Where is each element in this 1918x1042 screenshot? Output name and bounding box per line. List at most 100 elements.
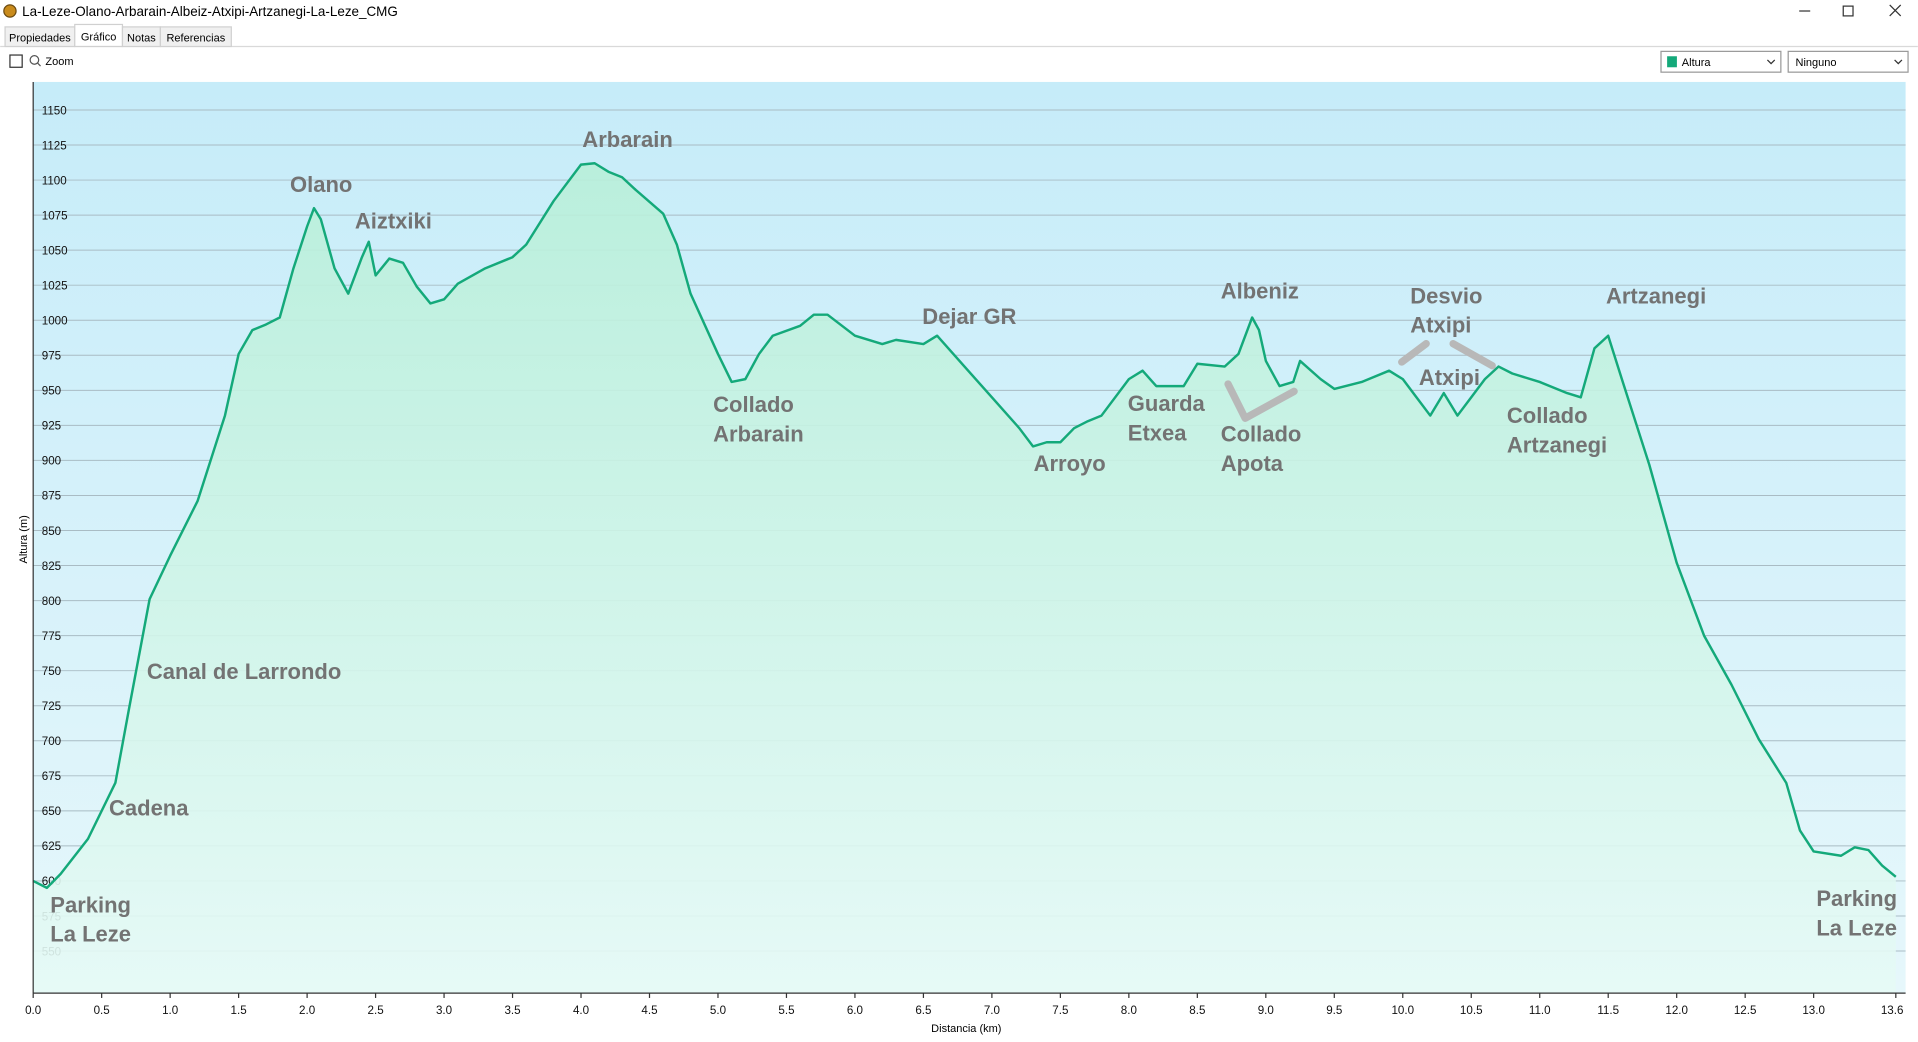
x-tick-label: 9.5: [1326, 1004, 1342, 1017]
x-tick-label: 4.5: [641, 1004, 657, 1017]
x-tick-label: 7.0: [984, 1004, 1000, 1017]
zoom-icon-handle: [37, 62, 41, 67]
y-tick-label: 1000: [42, 315, 68, 328]
y-tick-label: 1150: [42, 104, 67, 117]
annotation: Apota: [1221, 451, 1284, 476]
tab[interactable]: [159, 26, 232, 48]
x-tick-label: 11.0: [1529, 1004, 1551, 1017]
app-icon: [3, 4, 17, 18]
y-tick-label: 625: [42, 840, 61, 853]
y-tick-label: 800: [42, 595, 61, 608]
y-tick-label: 675: [42, 770, 61, 783]
x-tick-label: 11.5: [1597, 1004, 1619, 1017]
dropdown-label[interactable]: Ninguno: [1796, 57, 1837, 69]
annotation: La Leze: [50, 922, 131, 947]
x-tick-label: 12.5: [1734, 1004, 1757, 1017]
y-tick-label: 700: [42, 735, 61, 748]
annotation: Arroyo: [1034, 451, 1106, 476]
x-tick-label: 0.0: [25, 1004, 41, 1017]
zoom-checkbox[interactable]: [9, 54, 23, 68]
annotation: Collado: [1221, 422, 1302, 447]
x-tick-label: 7.5: [1052, 1004, 1068, 1017]
y-tick-label: 750: [42, 665, 61, 678]
x-tick-label: 13.0: [1802, 1004, 1825, 1017]
annotation: Atxipi: [1410, 313, 1471, 338]
connector: [1449, 339, 1496, 370]
y-tick-label: 900: [42, 455, 61, 468]
x-tick-label: 1.0: [162, 1004, 178, 1017]
annotation: Arbarain: [582, 127, 672, 152]
x-tick-label: 13.6: [1881, 1004, 1904, 1017]
x-tick-label: 9.0: [1258, 1004, 1274, 1017]
annotation: Atxipi: [1419, 365, 1480, 390]
x-tick-label: 6.0: [847, 1004, 863, 1017]
annotation: Canal de Larrondo: [147, 659, 341, 684]
annotation: Arbarain: [713, 422, 803, 447]
annotation: La Leze: [1816, 916, 1897, 941]
dropdown[interactable]: [1660, 50, 1782, 73]
y-tick-label: 1125: [42, 139, 67, 152]
tab-label[interactable]: Referencias: [166, 33, 225, 45]
annotation: Artzanegi: [1507, 433, 1607, 458]
y-tick-label: 1100: [42, 174, 67, 187]
y-tick-label: 850: [42, 525, 61, 538]
window-title: La-Leze-Olano-Arbarain-Albeiz-Atxipi-Art…: [22, 4, 398, 19]
annotation: Parking: [1816, 886, 1897, 911]
close-button[interactable]: [1889, 4, 1902, 17]
y-tick-label: 975: [42, 350, 61, 363]
y-tick-label: 775: [42, 630, 61, 643]
dropdown[interactable]: [1787, 50, 1909, 73]
x-tick-label: 5.5: [778, 1004, 794, 1017]
tab-label[interactable]: Notas: [127, 33, 156, 45]
x-tick-label: 8.0: [1121, 1004, 1137, 1017]
annotation: Guarda: [1128, 391, 1206, 416]
x-tick-label: 10.5: [1460, 1004, 1483, 1017]
y-tick-label: 875: [42, 490, 61, 503]
x-tick-label: 12.0: [1665, 1004, 1688, 1017]
zoom-label: Zoom: [45, 56, 73, 68]
x-tick-label: 10.0: [1391, 1004, 1414, 1017]
annotation: Cadena: [109, 796, 189, 821]
annotation: Desvio: [1410, 283, 1482, 308]
y-tick-label: 825: [42, 560, 61, 573]
y-tick-label: 1075: [42, 209, 68, 222]
y-tick-label: 950: [42, 385, 61, 398]
connector: [1398, 339, 1430, 366]
series-swatch: [1667, 56, 1677, 68]
dropdown-arrow: [1766, 59, 1776, 65]
area-fill: [33, 163, 1896, 994]
annotation: Collado: [1507, 403, 1588, 428]
y-tick-label: 725: [42, 700, 61, 713]
tab-label[interactable]: Gráfico: [81, 31, 116, 43]
elevation-line: [32, 162, 1897, 890]
annotation: Artzanegi: [1606, 283, 1706, 308]
x-tick-label: 6.5: [915, 1004, 931, 1017]
annotation: Olano: [290, 172, 352, 197]
connector: [1224, 380, 1298, 422]
x-tick-label: 4.0: [573, 1004, 589, 1017]
annotation: Parking: [50, 892, 131, 917]
dropdown-arrow: [1894, 59, 1903, 65]
dropdown-label[interactable]: Altura: [1682, 57, 1712, 69]
x-axis-label: Distancia (km): [931, 1023, 1001, 1035]
zoom-icon: [29, 55, 40, 65]
x-tick-label: 5.0: [710, 1004, 726, 1017]
x-tick-label: 3.0: [436, 1004, 452, 1017]
annotation: Collado: [713, 392, 794, 417]
x-tick-label: 2.0: [299, 1004, 315, 1017]
annotation: Albeniz: [1221, 278, 1299, 303]
y-tick-label: 1025: [42, 279, 68, 292]
x-tick-label: 2.5: [368, 1004, 384, 1017]
x-tick-label: 3.5: [504, 1004, 520, 1017]
annotation: Dejar GR: [922, 304, 1016, 329]
annotation: Etxea: [1128, 420, 1187, 445]
tab-label[interactable]: Propiedades: [9, 33, 71, 45]
y-tick-label: 1050: [42, 244, 68, 257]
maximize-button[interactable]: [1842, 5, 1854, 17]
y-tick-label: 650: [42, 805, 61, 818]
x-tick-label: 8.5: [1189, 1004, 1205, 1017]
x-tick-label: 1.5: [231, 1004, 247, 1017]
annotation: Aiztxiki: [355, 209, 432, 234]
y-axis-label: Altura (m): [18, 515, 30, 563]
